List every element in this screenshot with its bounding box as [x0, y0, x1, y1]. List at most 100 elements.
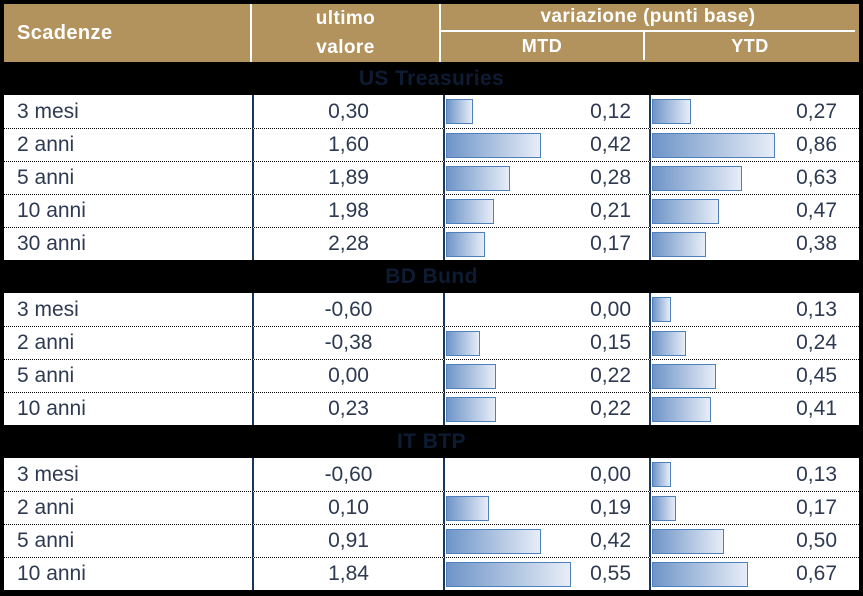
mtd-cell: 0,22	[443, 360, 649, 392]
mtd-value: 0,19	[590, 496, 631, 519]
ytd-data-bar	[652, 397, 711, 422]
mtd-value: 0,00	[590, 297, 631, 321]
ytd-data-bar	[652, 331, 687, 356]
mtd-value: 0,21	[590, 199, 631, 222]
maturity-label: 2 anni	[17, 496, 75, 519]
last-value: 1,98	[252, 195, 443, 227]
ytd-cell: 0,38	[649, 228, 859, 260]
table-body: US Treasuries 3 mesi 0,30 0,12 0,27 2 anni 1,6…	[4, 62, 859, 590]
mtd-data-bar	[446, 397, 496, 422]
maturity-label: 5 anni	[17, 529, 75, 552]
ytd-value: 0,47	[796, 199, 837, 222]
ytd-cell: 0,24	[649, 327, 859, 359]
mtd-value: 0,00	[590, 462, 631, 486]
ytd-data-bar	[652, 462, 671, 487]
mtd-value: 0,42	[590, 133, 631, 156]
ytd-data-bar	[652, 364, 717, 389]
mtd-data-bar	[446, 496, 490, 521]
ytd-cell: 0,47	[649, 195, 859, 227]
ytd-data-bar	[652, 99, 691, 124]
maturity-label: 3 mesi	[17, 297, 79, 321]
ytd-data-bar	[652, 496, 677, 521]
table-row: 5 anni 1,89 0,28 0,63	[4, 161, 859, 194]
last-value: 2,28	[252, 228, 443, 260]
ytd-cell: 0,13	[649, 458, 859, 491]
ytd-data-bar	[652, 166, 743, 191]
ytd-data-bar	[652, 297, 671, 322]
mtd-data-bar	[446, 199, 494, 224]
mtd-value: 0,42	[590, 529, 631, 552]
mtd-cell: 0,28	[443, 162, 649, 194]
ytd-value: 0,63	[796, 166, 837, 189]
ytd-data-bar	[652, 199, 720, 224]
ytd-data-bar	[652, 529, 724, 554]
ytd-cell: 0,17	[649, 492, 859, 524]
column-header-ultimo-line2: valore	[316, 36, 375, 58]
ytd-cell: 0,67	[649, 558, 859, 590]
mtd-value: 0,22	[590, 397, 631, 420]
column-header-scadenze: Scadenze	[4, 4, 252, 62]
ytd-value: 0,27	[796, 99, 837, 123]
ytd-cell: 0,13	[649, 293, 859, 326]
last-value: -0,60	[252, 293, 443, 326]
maturity-label: 10 anni	[17, 199, 86, 222]
last-value: 1,60	[252, 129, 443, 161]
mtd-cell: 0,42	[443, 129, 649, 161]
maturity-label: 3 mesi	[17, 462, 79, 486]
mtd-value: 0,55	[590, 562, 631, 585]
ytd-data-bar	[652, 133, 775, 158]
mtd-value: 0,17	[590, 232, 631, 255]
maturity-label: 10 anni	[17, 562, 86, 585]
mtd-data-bar	[446, 232, 485, 257]
mtd-data-bar	[446, 166, 510, 191]
section-header: BD Bund	[4, 260, 859, 293]
ytd-value: 0,13	[796, 462, 837, 486]
table-row: 2 anni -0,38 0,15 0,24	[4, 326, 859, 359]
ytd-value: 0,67	[796, 562, 837, 585]
table-row: 30 anni 2,28 0,17 0,38	[4, 227, 859, 260]
ytd-value: 0,13	[796, 297, 837, 321]
section-title: IT BTP	[397, 429, 466, 453]
ytd-value: 0,41	[796, 397, 837, 420]
ytd-cell: 0,45	[649, 360, 859, 392]
maturity-label: 2 anni	[17, 331, 75, 354]
table-row: 2 anni 1,60 0,42 0,86	[4, 128, 859, 161]
mtd-cell: 0,22	[443, 393, 649, 425]
table-row: 10 anni 1,98 0,21 0,47	[4, 194, 859, 227]
table-header: Scadenze ultimo valore variazione (punti…	[4, 4, 859, 62]
last-value: -0,60	[252, 458, 443, 491]
mtd-value: 0,15	[590, 331, 631, 354]
mtd-cell: 0,15	[443, 327, 649, 359]
table-row: 3 mesi -0,60 0,00 0,13	[4, 293, 859, 326]
column-header-scadenze-label: Scadenze	[17, 21, 113, 44]
column-header-mtd: MTD	[441, 32, 645, 60]
ytd-value: 0,50	[796, 529, 837, 552]
mtd-data-bar	[446, 562, 571, 587]
section-title: BD Bund	[385, 264, 478, 288]
mtd-cell: 0,21	[443, 195, 649, 227]
ytd-cell: 0,27	[649, 95, 859, 128]
last-value: 0,23	[252, 393, 443, 425]
mtd-data-bar	[446, 331, 481, 356]
maturity-label: 10 anni	[17, 397, 86, 420]
table-row: 5 anni 0,91 0,42 0,50	[4, 524, 859, 557]
ytd-value: 0,86	[796, 133, 837, 156]
ytd-value: 0,38	[796, 232, 837, 255]
table-row: 10 anni 0,23 0,22 0,41	[4, 392, 859, 425]
mtd-cell: 0,00	[443, 458, 649, 491]
last-value: 1,89	[252, 162, 443, 194]
table-row: 3 mesi -0,60 0,00 0,13	[4, 458, 859, 491]
column-header-variazione-subrow: MTD YTD	[441, 32, 855, 60]
last-value: -0,38	[252, 327, 443, 359]
ytd-data-bar	[652, 232, 707, 257]
table-row: 10 anni 1,84 0,55 0,67	[4, 557, 859, 590]
mtd-cell: 0,12	[443, 95, 649, 128]
mtd-value: 0,22	[590, 364, 631, 387]
table-row: 2 anni 0,10 0,19 0,17	[4, 491, 859, 524]
maturity-label: 3 mesi	[17, 99, 79, 123]
mtd-cell: 0,19	[443, 492, 649, 524]
table-row: 3 mesi 0,30 0,12 0,27	[4, 95, 859, 128]
table-row: 5 anni 0,00 0,22 0,45	[4, 359, 859, 392]
mtd-data-bar	[446, 364, 496, 389]
